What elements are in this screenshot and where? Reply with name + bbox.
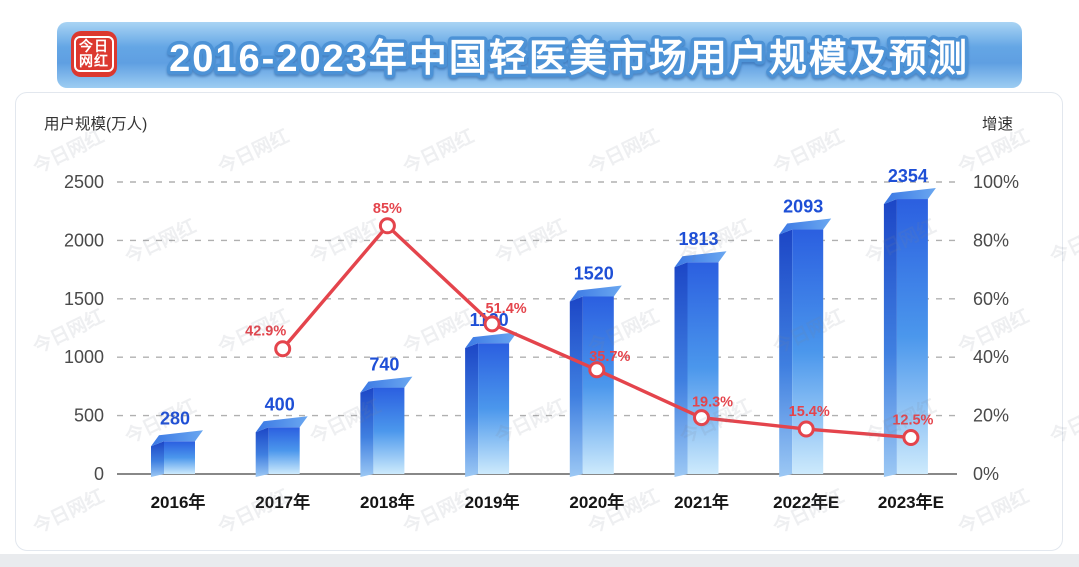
bottom-strip xyxy=(0,554,1079,567)
right-axis-title: 增速 xyxy=(981,116,1013,133)
growth-point-label: 35.7% xyxy=(589,349,630,365)
x-axis-label: 2016年 xyxy=(151,492,206,512)
left-axis-tick: 0 xyxy=(94,464,104,484)
bar-side-face xyxy=(883,199,897,477)
growth-point-label: 42.9% xyxy=(245,324,286,340)
right-axis-tick: 20% xyxy=(973,406,1009,426)
right-axis-tick: 0% xyxy=(973,464,999,484)
logo-line2: 网红 xyxy=(79,53,109,69)
bar-value-label: 1520 xyxy=(574,263,614,283)
growth-line-marker xyxy=(693,409,710,427)
growth-point-label: 85% xyxy=(373,201,402,217)
left-axis-tick: 2500 xyxy=(64,172,104,192)
growth-point-label: 15.4% xyxy=(789,404,830,420)
right-axis-tick: 40% xyxy=(973,347,1009,367)
bar-front-face xyxy=(268,427,300,474)
x-axis-label: 2018年 xyxy=(360,492,415,512)
logo-line1: 今日 xyxy=(79,38,109,54)
bar-side-face xyxy=(255,427,269,477)
bar-front-face xyxy=(687,262,719,474)
bar-side-face xyxy=(569,296,583,477)
growth-line-marker xyxy=(378,217,396,235)
bar-value-label: 2354 xyxy=(888,166,928,186)
bar-top-face xyxy=(255,416,308,433)
bar-side-face xyxy=(465,343,479,477)
growth-line-marker xyxy=(274,340,292,358)
x-axis-label: 2021年 xyxy=(674,492,729,512)
bar-value-label: 2093 xyxy=(783,197,823,217)
growth-line-marker xyxy=(797,420,815,438)
left-axis-tick: 500 xyxy=(74,406,104,426)
bar-value-label: 740 xyxy=(369,355,399,375)
bar-side-face xyxy=(360,387,374,477)
x-axis-label: 2020年 xyxy=(569,492,624,512)
bar-side-face xyxy=(779,229,793,477)
bar-front-face xyxy=(373,387,405,474)
bar-top-face xyxy=(883,188,936,205)
bar-side-face xyxy=(674,262,688,477)
bar-front-face xyxy=(896,199,928,474)
bar-front-face xyxy=(582,296,614,474)
jinri-wanghong-logo: 今日 网红 xyxy=(71,31,117,77)
title-text-svg: 2016-2023年中国轻医美市场用户规模及预测 xyxy=(166,35,971,84)
right-axis-tick: 80% xyxy=(973,230,1009,250)
growth-point-label: 12.5% xyxy=(892,413,933,429)
right-axis-tick: 60% xyxy=(973,289,1009,309)
x-axis-label: 2023年E xyxy=(878,492,944,512)
bar-side-face xyxy=(151,441,164,477)
growth-line-marker xyxy=(588,361,606,379)
bar-front-face xyxy=(478,343,510,474)
title-band: 2016-2023年中国轻医美市场用户规模及预测 xyxy=(57,22,1022,88)
growth-line-marker xyxy=(483,315,501,333)
growth-point-label: 19.3% xyxy=(692,395,733,411)
bar-value-label: 280 xyxy=(160,408,190,428)
bar-top-face xyxy=(360,376,413,393)
bar-front-face xyxy=(164,441,195,474)
left-axis-tick: 1000 xyxy=(64,347,104,367)
bar-value-label: 400 xyxy=(265,394,295,414)
x-axis-label: 2017年 xyxy=(255,492,310,512)
growth-point-label: 51.4% xyxy=(486,301,527,317)
logo-frame: 今日 网红 xyxy=(74,36,114,72)
bar-top-face xyxy=(465,332,518,349)
page-title: 2016-2023年中国轻医美市场用户规模及预测 xyxy=(169,38,969,80)
left-axis-title: 用户规模(万人) xyxy=(44,116,148,133)
right-axis-tick: 100% xyxy=(973,172,1019,192)
bar-top-face xyxy=(674,251,727,268)
x-axis-label: 2022年E xyxy=(773,492,839,512)
growth-line-marker xyxy=(902,429,920,446)
left-axis-tick: 1500 xyxy=(64,289,104,309)
bar-top-face xyxy=(569,285,622,302)
bar-top-face xyxy=(779,218,832,235)
bar-top-face xyxy=(151,430,203,447)
left-axis-tick: 2000 xyxy=(64,230,104,250)
bar-value-label: 1813 xyxy=(678,229,718,249)
x-axis-label: 2019年 xyxy=(465,492,520,512)
